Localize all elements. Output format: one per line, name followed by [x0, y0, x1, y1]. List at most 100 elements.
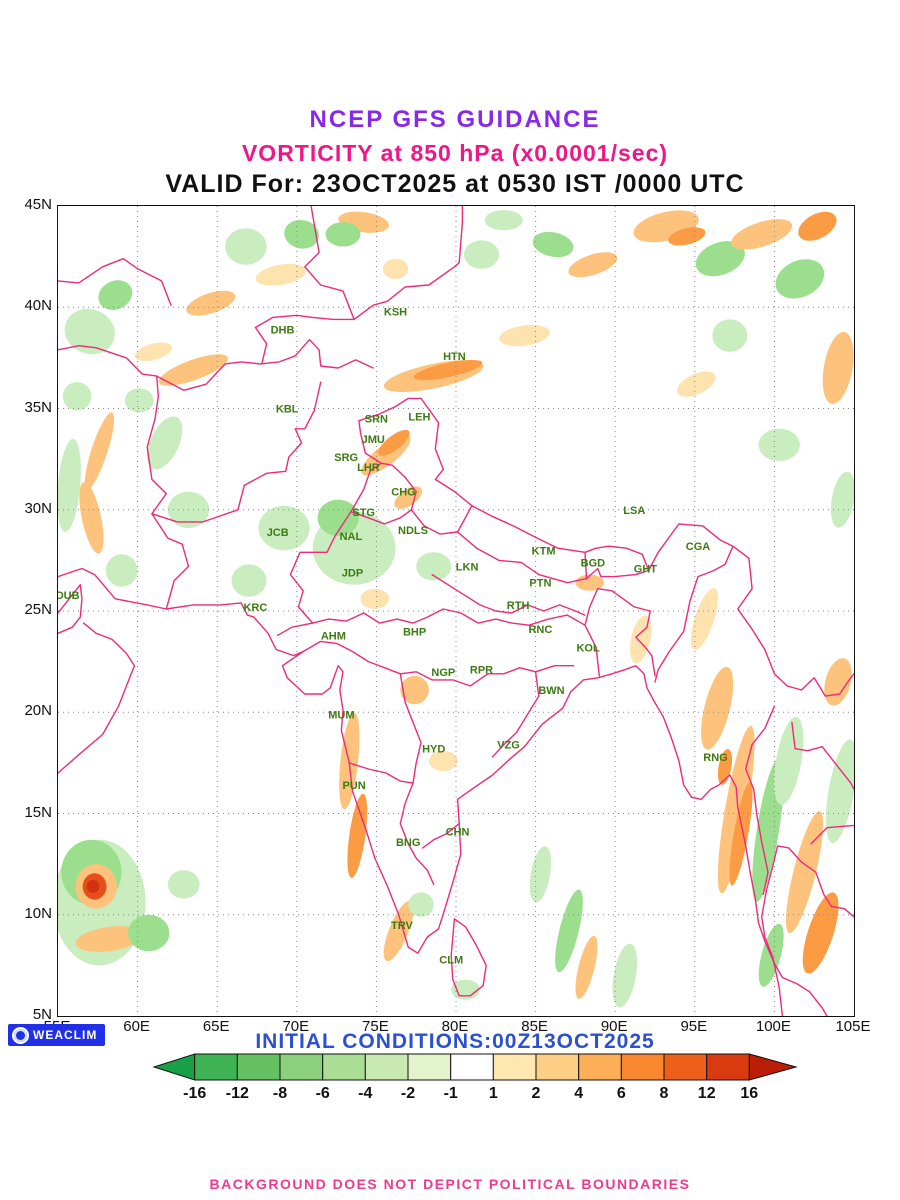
boundary-line — [399, 673, 435, 886]
colorbar-segment — [279, 1053, 324, 1081]
vorticity-shade-blob — [317, 499, 359, 536]
colorbar-segment — [492, 1053, 537, 1081]
vorticity-shade-blob — [499, 324, 550, 347]
vorticity-shade-blob — [701, 666, 734, 750]
vorticity-shade-blob — [360, 588, 390, 609]
boundary-line — [791, 721, 854, 790]
y-tick-label: 20N — [24, 702, 52, 720]
colorbar-label: 4 — [574, 1085, 583, 1102]
boundary-line — [254, 206, 464, 365]
initial-conditions-label: INITIAL CONDITIONS:00Z13OCT2025 — [255, 1030, 655, 1053]
boundary-line — [277, 397, 422, 636]
vorticity-shade-blob — [382, 258, 409, 279]
vorticity-shade-blob — [484, 210, 523, 231]
weaclim-logo-icon — [12, 1026, 29, 1044]
vorticity-shade-blob — [695, 241, 745, 277]
boundary-line — [302, 640, 575, 687]
vorticity-shade-blob — [400, 675, 429, 705]
colorbar-label: 1 — [489, 1085, 498, 1102]
station-label: NGP — [431, 667, 455, 679]
station-label: LHR — [357, 462, 380, 474]
boundary-line — [421, 822, 460, 849]
weaclim-logo: WEACLIM — [8, 1024, 106, 1046]
colorbar-label: 6 — [617, 1085, 626, 1102]
station-label: KOL — [576, 642, 600, 654]
x-tick-label: 65E — [202, 1018, 230, 1035]
colorbar-segment — [663, 1053, 708, 1081]
station-label: NAL — [340, 531, 363, 543]
colorbar-segment — [322, 1053, 366, 1081]
vorticity-shade-blob — [529, 846, 552, 903]
disclaimer-text: BACKGROUND DOES NOT DEPICT POLITICAL BOU… — [209, 1176, 691, 1192]
colorbar-label: -6 — [316, 1085, 330, 1102]
colorbar-label: 2 — [532, 1085, 541, 1102]
station-label: BWN — [538, 685, 564, 697]
vorticity-shade-blob — [158, 354, 228, 386]
vorticity-shade-blob — [416, 552, 452, 581]
vorticity-shade-blob — [186, 290, 236, 316]
station-label: BGD — [581, 557, 606, 569]
vorticity-shade-blob — [378, 429, 410, 456]
station-label: PUN — [342, 780, 365, 792]
vorticity-shade-blob — [79, 482, 104, 554]
x-tick-label: 80E — [441, 1018, 469, 1035]
colorbar-segment — [535, 1053, 580, 1081]
station-label: HTN — [443, 351, 466, 363]
station-label: RPR — [470, 665, 493, 677]
colorbar-segment — [194, 1053, 238, 1081]
boundary-line — [420, 397, 473, 507]
boundary-line — [312, 608, 586, 626]
x-tick-label: 85E — [521, 1018, 548, 1035]
colorbar-label: -2 — [401, 1085, 415, 1102]
vorticity-shade-blob — [575, 574, 604, 591]
y-tick-label: 25N — [24, 601, 52, 618]
station-label: LEH — [408, 412, 430, 424]
station-label: DUB — [58, 590, 80, 602]
x-tick-label: 70E — [282, 1018, 310, 1035]
station-label: BNG — [396, 837, 420, 849]
vorticity-shade-blob — [830, 471, 854, 528]
boundary-line — [58, 345, 190, 610]
station-label: KBL — [276, 404, 299, 416]
vorticity-shade-blob — [668, 227, 706, 246]
colorbar-label: -4 — [358, 1085, 372, 1102]
station-label: LSA — [623, 505, 645, 517]
station-label: JCB — [267, 527, 289, 539]
boundary-line — [58, 258, 172, 306]
station-label: RNC — [528, 624, 552, 636]
colorbar: -16 -12 -8 -6 -4 -2 -1 1 2 4 6 8 12 16 — [152, 1053, 798, 1102]
vorticity-shade-blob — [532, 231, 574, 258]
boundary-line — [810, 824, 854, 845]
vorticity-shade-blob — [325, 222, 361, 247]
colorbar-segment — [620, 1053, 665, 1081]
colorbar-label: -1 — [444, 1085, 458, 1102]
x-tick-label: 75E — [362, 1018, 389, 1035]
station-label: SRN — [365, 414, 388, 426]
vorticity-shade-blob — [84, 412, 115, 490]
station-label: STG — [352, 507, 375, 519]
vorticity-shade-blob — [105, 554, 138, 587]
vorticity-shade-blob — [394, 486, 423, 509]
boundary-line — [58, 567, 828, 1016]
station-label: HYD — [422, 744, 445, 756]
vorticity-shade-blob — [167, 870, 200, 899]
station-label: CLM — [439, 954, 463, 966]
y-tick-label: 30N — [24, 499, 52, 517]
y-tick-label: 10N — [24, 904, 52, 922]
y-tick-label: 35N — [24, 398, 52, 416]
weaclim-logo-text: WEACLIM — [33, 1028, 98, 1042]
colorbar-left-arrow — [152, 1053, 196, 1081]
station-label: PTN — [529, 578, 551, 590]
colorbar-label: -16 — [183, 1085, 206, 1102]
station-label: BHP — [403, 626, 426, 638]
vorticity-shade-blob — [64, 308, 115, 355]
station-label: KSH — [384, 306, 407, 318]
vorticity-shade-blob — [690, 588, 718, 651]
colorbar-segment — [236, 1053, 281, 1081]
x-tick-label: 100E — [755, 1018, 791, 1035]
vorticity-shade-blob — [75, 926, 143, 953]
vorticity-shade-blob — [758, 428, 800, 462]
boundary-line — [647, 523, 734, 683]
vorticity-shade-blob — [677, 371, 716, 397]
